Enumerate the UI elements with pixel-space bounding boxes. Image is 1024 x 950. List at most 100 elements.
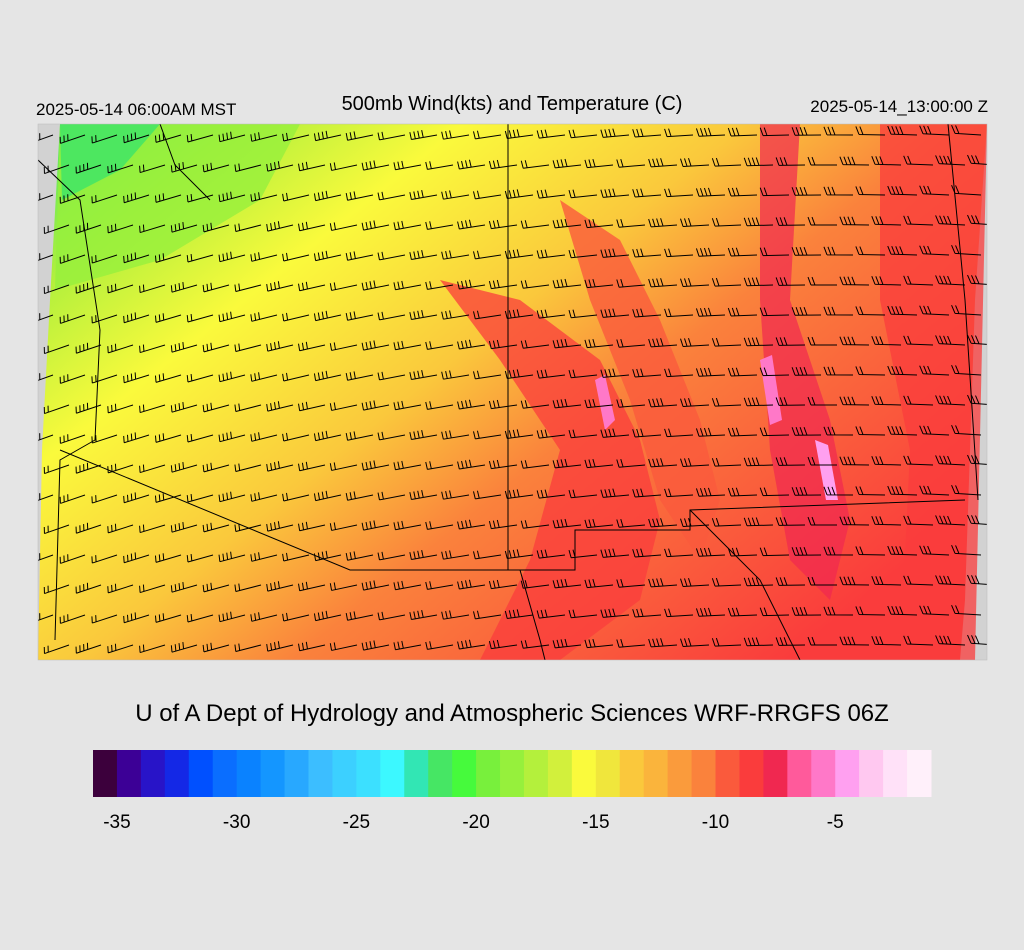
- wind-barb: [43, 164, 70, 175]
- wind-barb: [632, 428, 662, 438]
- wind-barb: [855, 486, 886, 496]
- wind-barb: [727, 247, 758, 257]
- wind-barb: [839, 456, 870, 466]
- wind-barb: [520, 520, 550, 529]
- wind-barb: [441, 490, 470, 500]
- wind-barb: [38, 253, 54, 261]
- wind-barb: [38, 493, 54, 501]
- wind-barb: [393, 160, 422, 171]
- wind-barb: [43, 464, 70, 475]
- wind-barb: [425, 641, 454, 650]
- wind-barb: [967, 454, 987, 465]
- color-swatch: [739, 750, 764, 797]
- color-swatch: [667, 750, 693, 797]
- wind-barb: [919, 245, 950, 256]
- wind-barb: [266, 221, 294, 232]
- color-swatch: [188, 750, 214, 797]
- wind-barb: [823, 186, 854, 196]
- color-swatch: [787, 750, 812, 797]
- wind-barb: [919, 605, 950, 616]
- wind-barb: [759, 247, 790, 257]
- wind-barb: [377, 551, 406, 561]
- wind-barb: [457, 279, 486, 290]
- wind-barb: [600, 608, 630, 618]
- wind-barb: [967, 394, 987, 405]
- wind-barb: [139, 404, 166, 414]
- wind-barb: [154, 193, 182, 203]
- wind-barb: [441, 310, 470, 320]
- wind-barb: [38, 133, 54, 141]
- wind-barb: [250, 492, 278, 502]
- wind-barb: [839, 636, 870, 646]
- color-swatch: [380, 750, 405, 797]
- wind-barb: [584, 458, 614, 469]
- wind-barb: [457, 519, 486, 530]
- wind-barb: [107, 463, 134, 474]
- wind-barb: [43, 524, 70, 535]
- wind-barb: [107, 283, 134, 294]
- wind-barb: [600, 368, 630, 378]
- wind-barb: [393, 220, 422, 231]
- color-swatch: [811, 750, 836, 797]
- wind-barb: [935, 515, 966, 526]
- wind-barb: [520, 640, 550, 649]
- wind-barb: [75, 642, 102, 654]
- wind-barb: [616, 639, 646, 648]
- wind-barb: [584, 338, 614, 349]
- wind-barb: [59, 374, 86, 384]
- wind-barb: [345, 131, 374, 141]
- wind-barb: [488, 339, 518, 350]
- color-swatch: [547, 750, 573, 797]
- wind-barb: [441, 190, 470, 200]
- wind-barb: [218, 551, 246, 563]
- wind-barb: [123, 132, 150, 144]
- wind-barb: [711, 637, 742, 647]
- wind-barb: [600, 308, 630, 318]
- colorbar-tick-label: -25: [343, 812, 370, 833]
- wind-barb: [377, 251, 406, 261]
- color-swatch: [356, 750, 381, 797]
- wind-barb: [648, 638, 678, 648]
- wind-barb: [298, 521, 326, 532]
- wind-barb: [91, 314, 118, 324]
- wind-barb: [313, 490, 342, 502]
- wind-barb: [616, 579, 646, 588]
- color-swatch: [452, 750, 477, 797]
- wind-barb: [552, 338, 582, 349]
- wind-barb: [123, 432, 150, 444]
- wind-barb: [488, 279, 518, 290]
- wind-barb: [282, 432, 310, 442]
- wind-barb: [38, 613, 54, 621]
- wind-barb: [75, 342, 102, 354]
- wind-barb: [298, 581, 326, 592]
- wind-barb: [457, 459, 486, 470]
- wind-barb: [520, 400, 550, 409]
- wind-barb: [855, 366, 886, 376]
- wind-barb: [313, 190, 342, 202]
- wind-barb: [234, 223, 262, 232]
- wind-barb: [234, 523, 262, 532]
- wind-barb: [584, 158, 614, 169]
- wind-barb: [107, 343, 134, 354]
- wind-barb: [600, 428, 630, 438]
- wind-barb: [170, 221, 198, 233]
- wind-barb: [568, 369, 598, 379]
- wind-barb: [568, 489, 598, 499]
- wind-barb: [441, 370, 470, 380]
- wind-barb: [536, 369, 566, 379]
- wind-barb: [951, 305, 982, 316]
- wind-barb: [919, 305, 950, 316]
- wind-barb: [345, 431, 374, 441]
- wind-barb: [393, 640, 422, 651]
- wind-barb: [664, 368, 694, 378]
- wind-barb: [871, 456, 902, 466]
- wind-barb: [170, 401, 198, 413]
- wind-barb: [967, 274, 987, 285]
- wind-barb: [951, 365, 982, 376]
- wind-barb: [935, 455, 966, 466]
- wind-barb: [186, 133, 214, 143]
- wind-barb: [711, 577, 742, 587]
- wind-barb: [775, 637, 806, 646]
- wind-barb: [695, 247, 726, 257]
- wind-barb: [107, 583, 134, 594]
